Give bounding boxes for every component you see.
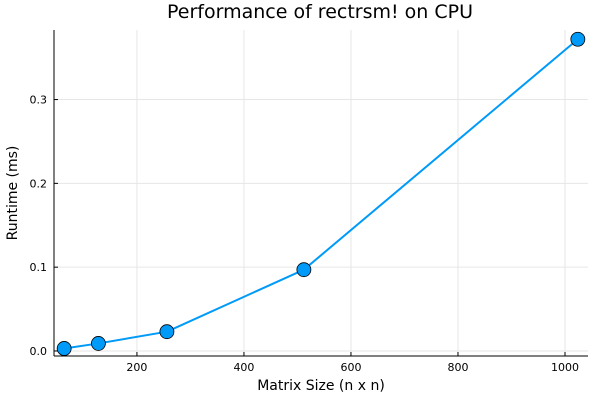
data-point	[296, 262, 312, 278]
series	[56, 31, 586, 356]
x-tick-label: 600	[340, 361, 361, 374]
x-tick-label: 1000	[551, 361, 579, 374]
series-line	[64, 38, 579, 350]
y-tick-label: 0.2	[30, 177, 48, 190]
ticks: 200 400 600 800 1000 0.0 0.1 0.2 0.3	[30, 94, 579, 374]
y-axis-label: Runtime (ms)	[5, 146, 21, 241]
grid	[54, 30, 588, 356]
chart-title: Performance of rectrsm! on CPU	[167, 1, 473, 23]
data-point	[56, 341, 72, 356]
x-tick-label: 200	[126, 361, 147, 374]
data-point	[159, 324, 175, 340]
y-tick-label: 0.3	[30, 94, 48, 107]
y-tick-label: 0.1	[30, 261, 48, 274]
x-tick-label: 400	[233, 361, 254, 374]
x-tick-label: 800	[447, 361, 468, 374]
data-point	[570, 31, 586, 47]
data-point	[91, 336, 106, 351]
x-axis-label: Matrix Size (n x n)	[257, 378, 385, 394]
y-tick-label: 0.0	[30, 345, 48, 358]
axes	[53, 30, 588, 357]
